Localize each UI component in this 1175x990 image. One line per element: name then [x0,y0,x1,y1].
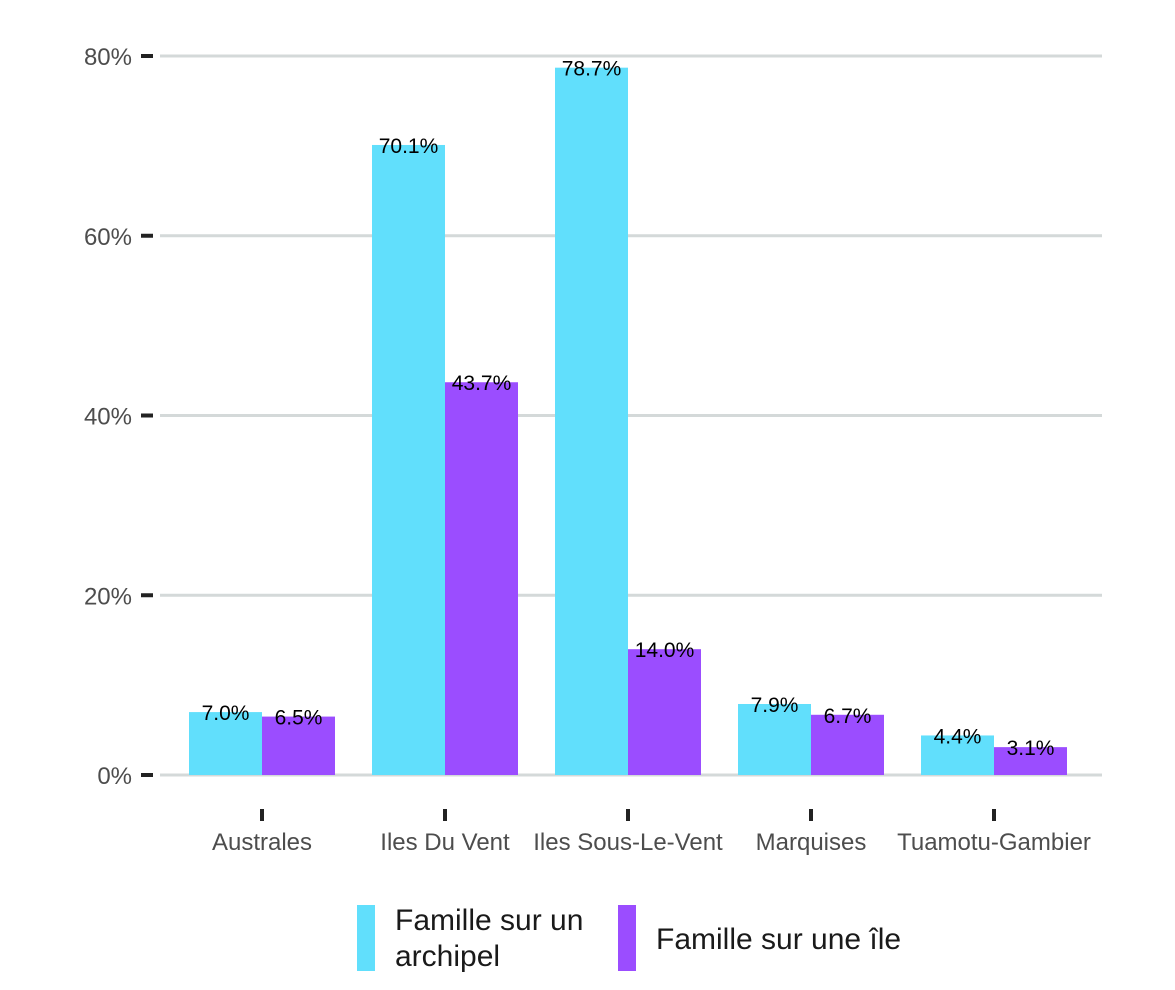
data-label: 6.5% [275,707,323,730]
bar-archipel [372,144,445,775]
x-axis: Australes Iles Du Vent Iles Sous-Le-Vent Ma… [212,809,1091,856]
legend-label: Famille sur une île [656,923,901,956]
data-label: 78.7% [562,58,622,81]
data-label: 4.4% [934,725,982,748]
y-axis: 0% 20% 40% 60% 80% [84,44,153,790]
y-tick-label: 40% [84,404,132,431]
data-labels: 7.0% 6.5% 70.1% 43.7% 78.7% 14.0% 7.9% 6.7% 4.4%… [202,58,1055,760]
bar-ile [445,382,518,775]
bar-archipel [189,712,262,775]
legend-swatch [357,905,375,971]
bar-archipel [921,735,994,775]
bar-ile [628,649,701,775]
data-label: 7.0% [202,702,250,725]
data-label: 7.9% [751,694,799,717]
legend-label: Famille sur un [395,904,583,937]
data-label: 3.1% [1007,737,1055,760]
y-tick-label: 60% [84,224,132,251]
y-tick-label: 0% [97,763,132,790]
bar-archipel [555,67,628,776]
bar-ile [811,714,884,775]
y-tick-label: 80% [84,44,132,71]
x-tick-label: Iles Du Vent [380,829,510,856]
data-label: 43.7% [452,372,512,395]
x-tick-label: Iles Sous-Le-Vent [533,829,723,856]
legend-label: archipel [395,940,500,973]
data-label: 6.7% [824,705,872,728]
legend-swatch [618,905,636,971]
bar-archipel [738,703,811,775]
x-tick-label: Marquises [756,829,867,856]
bar-ile [262,716,335,775]
data-label: 14.0% [635,639,695,662]
x-tick-label: Tuamotu-Gambier [897,829,1091,856]
y-tick-label: 20% [84,583,132,610]
x-tick-label: Australes [212,829,312,856]
data-label: 70.1% [379,135,439,158]
bars [189,67,1067,776]
bar-ile [994,747,1067,775]
